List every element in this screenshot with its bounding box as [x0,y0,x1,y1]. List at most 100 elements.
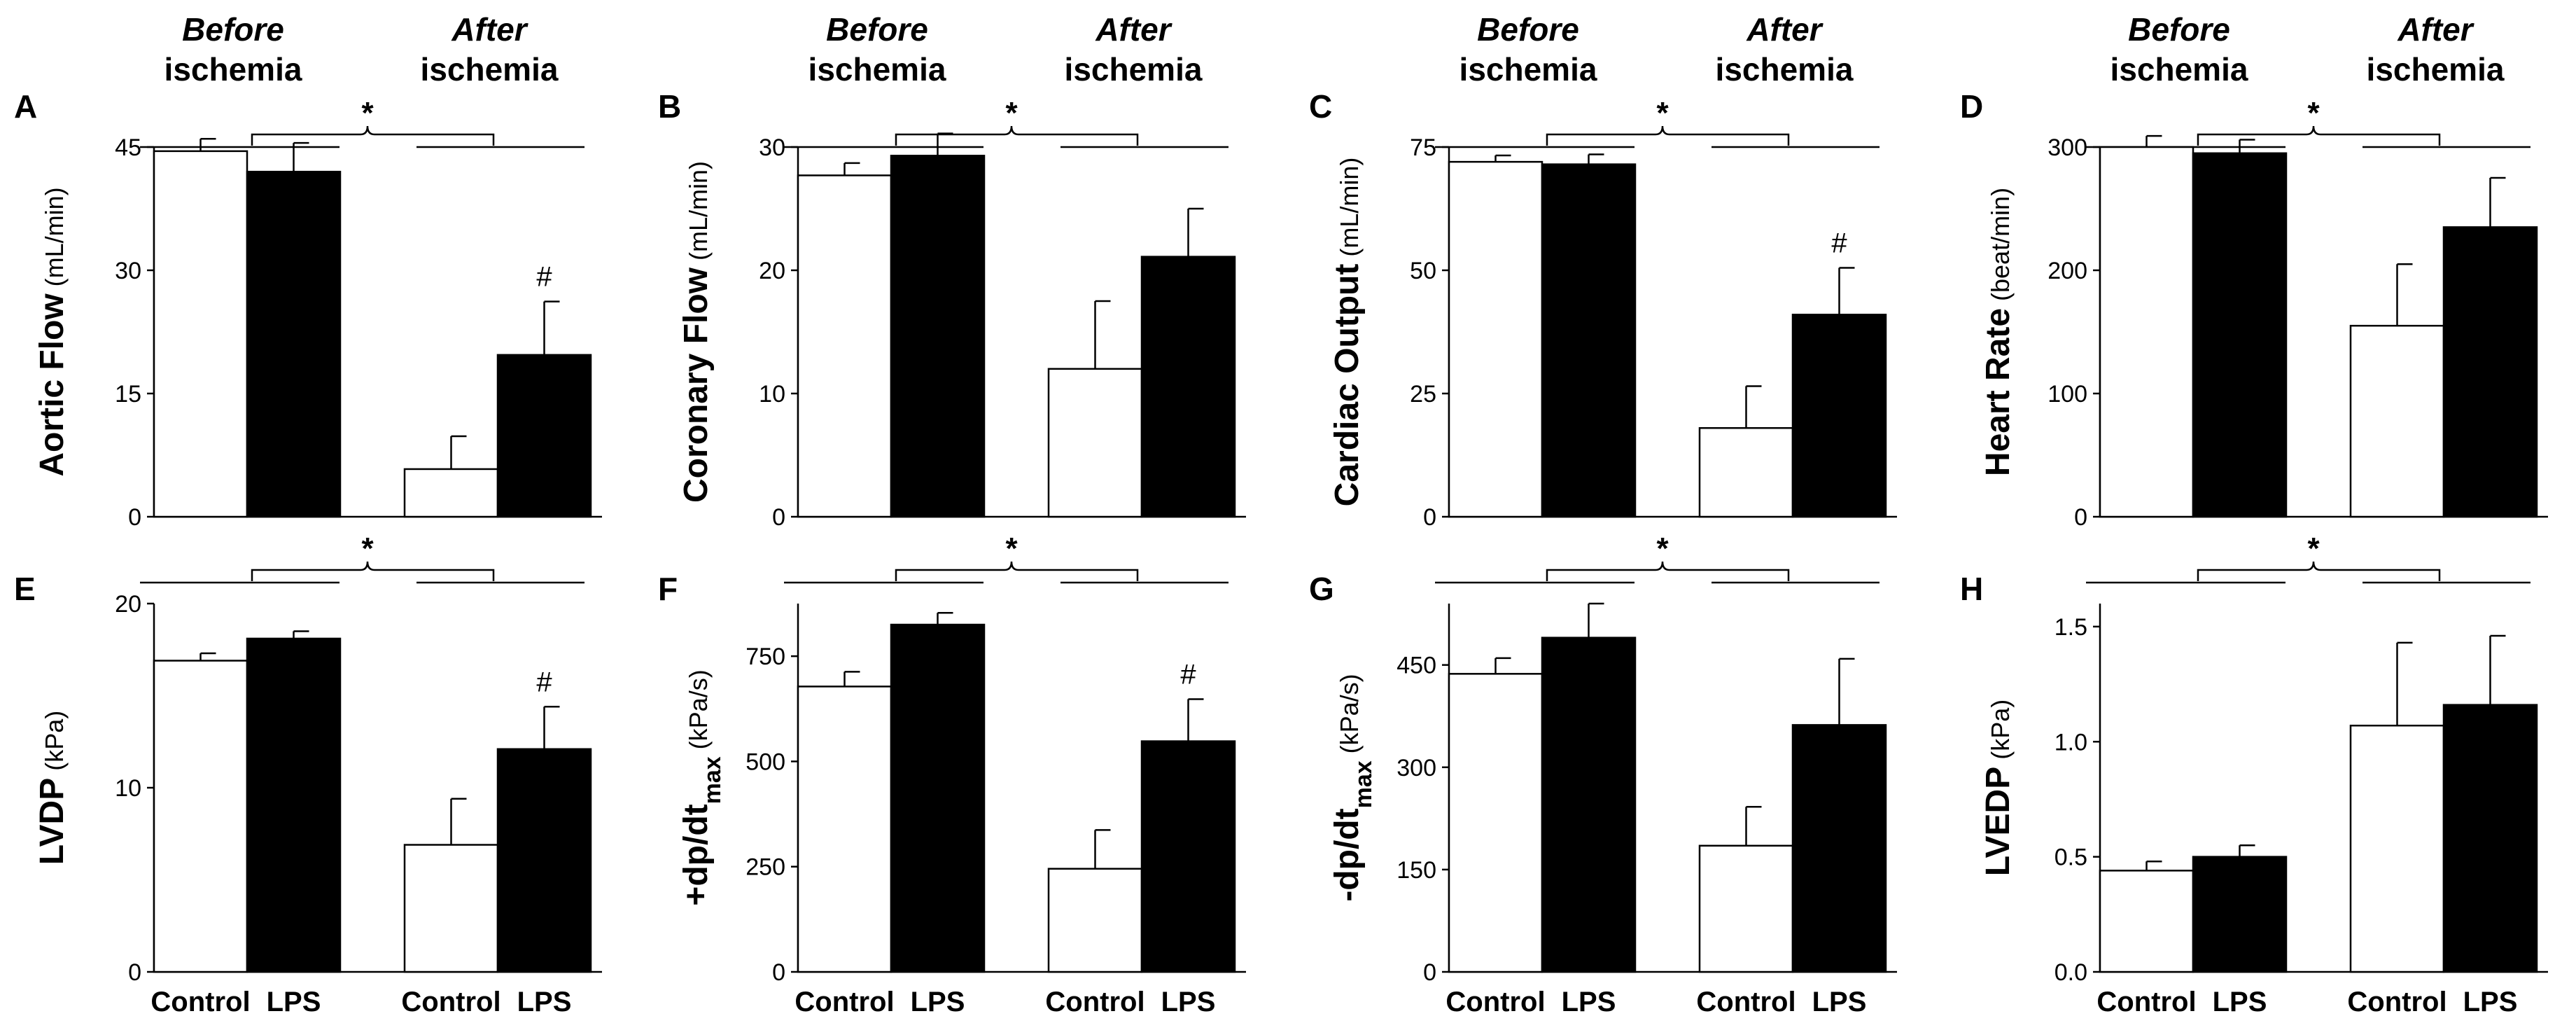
y-axis-title-unit: (mL/min) [1335,158,1364,257]
y-axis-title: Cardiac Output (mL/min) [1329,158,1366,507]
x-category-label: Control [150,987,250,1017]
y-axis-title-unit: (kPa/s) [684,669,713,749]
bar-control [2349,324,2445,518]
x-category-label: Control [2347,987,2446,1017]
y-axis-title-main: Aortic Flow [34,293,71,477]
before-header-line2: ischemia [1460,51,1597,88]
y-tick-label: 1.5 [2054,614,2087,641]
bar-lps [1791,724,1887,973]
panel-label: A [14,88,37,125]
panel-label: B [658,88,681,125]
bar-lps [2442,226,2538,518]
significance-star: * [1656,96,1669,130]
y-axis-title-main: LVDP [34,778,71,865]
y-axis-title-main: LVEDP [1980,767,2017,876]
bar-control [1698,844,1794,973]
y-tick-label: 0 [1423,504,1436,531]
x-category-label: Control [1696,987,1795,1017]
panel-H: H * 0.0 0.5 1.0 1.5 LVEDP (kPa) Control LPS Contro… [1960,531,2548,1017]
y-axis-title: Aortic Flow (mL/min) [34,187,71,476]
y-tick-label: 30 [759,134,785,161]
y-axis-title-main: Cardiac Output [1329,264,1366,507]
y-tick-label: 25 [1410,381,1436,408]
y-axis-title-main: +dp/dt [678,804,715,905]
significance-star: * [1656,531,1669,566]
bar-lps [890,623,986,973]
significance-bracket [140,125,584,148]
significance-star: * [2307,531,2320,566]
y-tick-label: 0 [128,959,141,986]
significance-star: * [361,96,374,130]
x-category-label: LPS [517,987,572,1017]
y-axis-title-subscript: max [699,756,726,804]
y-tick-label: 300 [1396,755,1436,781]
before-header-line1: Before [1477,11,1579,48]
significance-bracket [784,125,1228,148]
bar-lps [246,637,342,973]
panel-B: BBeforeischemiaAfterischemia*0102030Coro… [658,11,1246,531]
before-header-line1: Before [826,11,928,48]
x-category-label: Control [2096,987,2196,1017]
y-tick-label: 0 [2074,504,2087,531]
bar-lps [496,748,592,973]
hash-annotation: # [1180,659,1196,690]
y-tick-label: 20 [115,591,141,618]
y-axis-title-unit: (mL/min) [684,161,713,260]
hash-annotation: # [536,262,552,293]
y-tick-label: 500 [746,749,785,775]
bar-control [2349,724,2445,973]
significance-star: * [2307,96,2320,130]
y-axis-title-unit: (kPa) [40,711,69,771]
y-tick-label: 30 [115,258,141,284]
significance-star: * [361,531,374,566]
panel-label: G [1309,571,1334,607]
hash-annotation: # [1831,228,1847,258]
y-tick-label: 50 [1410,258,1436,284]
after-header-line2: ischemia [2367,51,2505,88]
bar-lps [496,354,592,518]
bar-lps [1541,163,1637,518]
x-category-label: Control [1446,987,1545,1017]
panel-F: F * 0 250 500 750 +dp/dtmax (kPa/s) Control LPS Co… [658,531,1246,1017]
panel-C: CBeforeischemiaAfterischemia*0255075Card… [1309,11,1897,531]
panel-label: D [1960,88,1983,125]
y-axis-title: -dp/dtmax (kPa/s) [1329,674,1377,901]
x-category-label: LPS [2463,987,2518,1017]
panel-label: C [1309,88,1332,125]
after-header-line1: After [2397,11,2474,48]
significance-bracket [784,561,1228,584]
after-header-line2: ischemia [1716,51,1854,88]
y-tick-label: 0 [128,504,141,531]
y-tick-label: 100 [2047,381,2087,408]
before-header-line1: Before [182,11,284,48]
bar-lps [1140,740,1236,973]
panel-A: ABeforeischemiaAfterischemia*0153045Aort… [14,11,602,531]
y-tick-label: 250 [746,854,785,881]
significance-bracket [2086,561,2530,584]
bar-lps [890,155,986,518]
bar-control [1047,868,1143,973]
bar-lps [1541,636,1637,973]
after-header-line1: After [1095,11,1172,48]
y-tick-label: 45 [115,134,141,161]
panel-label: F [658,571,678,607]
significance-star: * [1005,531,1018,566]
bar-lps [1791,314,1887,518]
x-category-label: Control [401,987,500,1017]
x-category-label: LPS [1161,987,1216,1017]
panel-G: G * 0 150 300 450 -dp/dtmax (kPa/s) Control LPS Co… [1309,531,1897,1017]
y-tick-label: 0.0 [2054,959,2087,986]
y-axis-title-unit: (kPa/s) [1335,674,1364,753]
x-category-label: LPS [1562,987,1616,1017]
y-tick-label: 450 [1396,653,1436,679]
bar-control [1448,160,1544,518]
y-axis-title-main: Coronary Flow [678,267,715,503]
y-tick-label: 0 [772,959,785,986]
bar-control [2099,870,2194,973]
y-tick-label: 15 [115,381,141,408]
y-tick-label: 0 [772,504,785,531]
hash-annotation: # [536,667,552,697]
y-tick-label: 10 [115,775,141,802]
bar-lps [2442,704,2538,973]
